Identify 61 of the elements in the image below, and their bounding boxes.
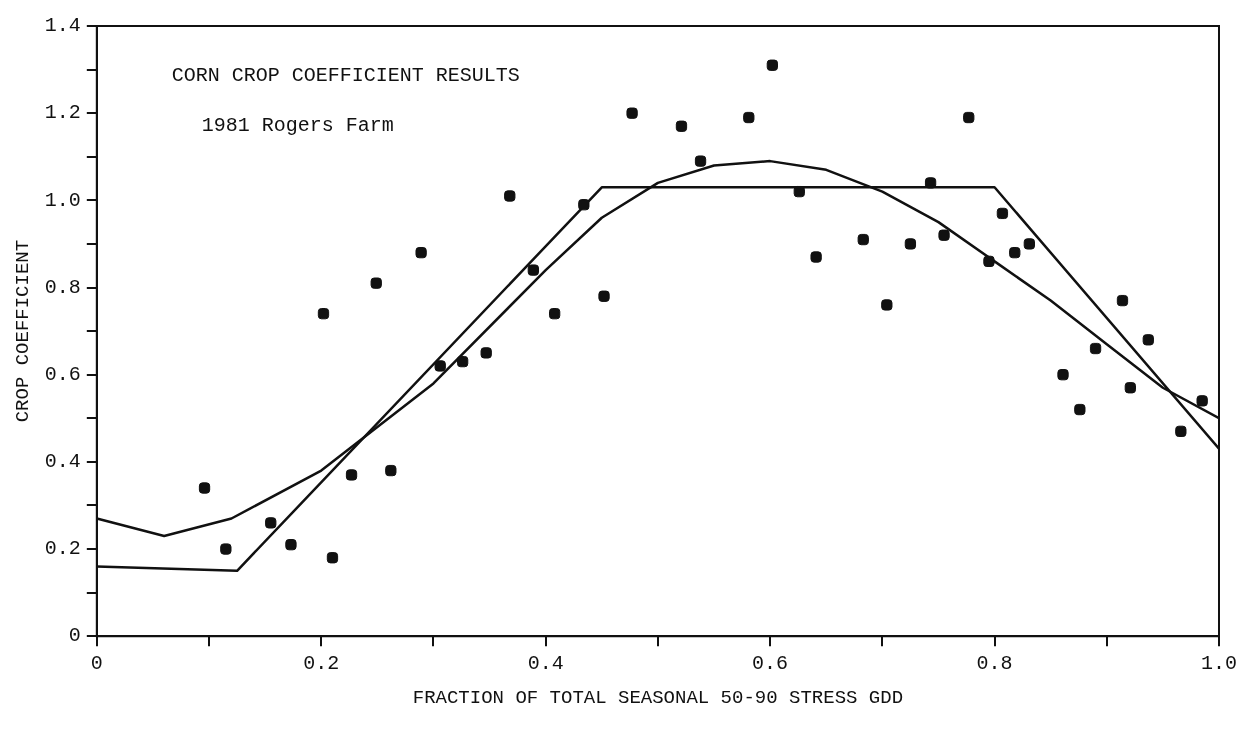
- annotation: CORN CROP COEFFICIENT RESULTS: [171, 64, 520, 88]
- y-tick-label: 0.2: [44, 537, 81, 561]
- point: [924, 177, 937, 189]
- point: [434, 360, 446, 372]
- x-tick-label: 0: [90, 652, 103, 676]
- point: [743, 111, 755, 124]
- point: [285, 539, 297, 551]
- point: [480, 347, 492, 359]
- point: [1116, 294, 1129, 307]
- point: [1009, 247, 1021, 259]
- point: [198, 482, 211, 494]
- point: [549, 308, 561, 320]
- y-tick-label: 0: [68, 624, 81, 648]
- y-tick-label: 1.2: [44, 101, 81, 125]
- point: [1089, 342, 1102, 355]
- point: [1057, 369, 1069, 381]
- point: [265, 517, 277, 529]
- point: [370, 277, 382, 289]
- y-tick-label: 0.8: [44, 275, 81, 299]
- point: [766, 59, 779, 71]
- point: [963, 111, 975, 124]
- point: [938, 229, 950, 241]
- point: [598, 290, 610, 302]
- point: [881, 299, 893, 311]
- point: [578, 199, 590, 211]
- point: [1142, 334, 1154, 346]
- point: [1196, 395, 1208, 407]
- point: [857, 233, 869, 246]
- point: [1023, 238, 1035, 250]
- point: [904, 238, 917, 250]
- y-tick-label: 1.0: [44, 188, 81, 212]
- x-tick-label: 0.4: [527, 652, 564, 676]
- point: [694, 155, 707, 167]
- x-tick-label: 0.6: [752, 652, 789, 676]
- point: [793, 185, 805, 198]
- point: [996, 207, 1009, 220]
- y-tick-label: 0.4: [44, 450, 81, 474]
- point: [983, 255, 995, 268]
- point: [220, 543, 232, 555]
- point: [326, 552, 339, 564]
- point: [1074, 403, 1086, 416]
- point: [1175, 425, 1187, 437]
- point: [675, 120, 688, 132]
- point: [345, 469, 358, 481]
- x-tick-label: 1.0: [1200, 652, 1237, 676]
- point: [810, 251, 822, 263]
- point: [527, 264, 539, 276]
- annotation: 1981 Rogers Farm: [201, 114, 394, 138]
- point: [385, 464, 397, 477]
- x-axis-title: FRACTION OF TOTAL SEASONAL 50-90 STRESS GDD: [412, 686, 904, 709]
- x-tick-label: 0.8: [976, 652, 1013, 676]
- point: [504, 190, 516, 202]
- y-tick-label: 1.4: [44, 14, 81, 38]
- x-tick-label: 0.2: [303, 652, 340, 676]
- point: [317, 308, 330, 320]
- point: [626, 107, 638, 119]
- y-axis-title: CROP COEFFICIENT: [12, 239, 35, 423]
- point: [1124, 382, 1136, 394]
- y-tick-label: 0.6: [44, 362, 81, 386]
- point: [415, 247, 427, 259]
- point: [456, 355, 469, 368]
